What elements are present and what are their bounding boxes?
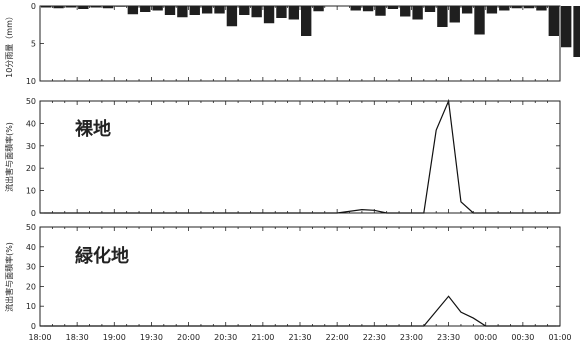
rain-bar — [387, 6, 399, 9]
rain-bar — [437, 6, 448, 27]
rain-bar — [115, 6, 126, 7]
x-tick-label: 22:30 — [363, 333, 386, 342]
rain-bar — [251, 6, 262, 18]
rain-bar — [53, 6, 64, 9]
rain-bar — [189, 6, 200, 15]
rain-bar — [573, 6, 580, 57]
rain-bar — [486, 6, 498, 14]
green-series — [40, 295, 560, 327]
rain-ylabel: 10分雨量（mm） — [5, 12, 14, 78]
rain-bar — [424, 6, 436, 12]
green-line — [40, 295, 560, 327]
rain-bar — [127, 6, 139, 15]
rain-bar — [449, 6, 460, 23]
x-tick-label: 23:30 — [437, 333, 460, 342]
y-tick-label: 20 — [26, 282, 36, 291]
rain-bar — [239, 6, 250, 15]
x-tick-label: 23:00 — [400, 333, 423, 342]
axes: 18:00 18:30 19:00 19:30 20:00 20:30 21:00 21:30… — [26, 2, 572, 342]
rain-bar — [288, 6, 299, 20]
x-tick-label: 20:00 — [177, 333, 200, 342]
rain-bar — [548, 6, 559, 36]
y-tick-label: 30 — [26, 263, 36, 272]
y-tick-label: 40 — [26, 243, 36, 252]
x-tick-label: 18:00 — [28, 333, 51, 342]
bare-panel-label: 裸地 — [75, 118, 111, 140]
rain-bar — [65, 6, 77, 8]
rain-bar — [313, 6, 324, 12]
bare-series — [40, 98, 560, 214]
rain-bar — [276, 6, 287, 18]
rain-bar — [412, 6, 423, 20]
rain-bar — [499, 6, 510, 11]
green-ylabel: 流出害与面積率(%) — [4, 242, 14, 312]
x-tick-label: 22:00 — [326, 333, 349, 342]
rain-bar — [263, 6, 275, 24]
bare-ylabel: 流出害与面積率(%) — [4, 122, 14, 192]
rain-bar — [375, 6, 386, 16]
y-tick-label: 50 — [26, 97, 36, 106]
y-tick-label: 5 — [31, 40, 36, 49]
rain-bar — [461, 6, 473, 14]
rain-bar — [164, 6, 176, 15]
rain-bar — [536, 6, 547, 11]
rain-bar — [226, 6, 238, 27]
rain-bar — [201, 6, 213, 14]
bare-panel-frame — [39, 100, 561, 214]
green-panel-label: 緑化地 — [75, 245, 129, 267]
rain-bar — [350, 6, 361, 11]
y-tick-label: 20 — [26, 164, 36, 173]
x-tick-label: 21:00 — [251, 333, 274, 342]
x-tick-label: 00:30 — [511, 333, 534, 342]
x-tick-label: 00:00 — [474, 333, 497, 342]
bare-line — [40, 98, 560, 214]
rain-bar — [90, 6, 101, 8]
rain-bar — [362, 6, 374, 12]
rain-bar — [511, 6, 522, 9]
rain-bars — [41, 6, 580, 57]
rain-bar — [177, 6, 188, 18]
rain-bar — [301, 6, 312, 36]
y-tick-label: 0 — [31, 322, 36, 331]
y-tick-label: 50 — [26, 223, 36, 232]
rain-bar — [152, 6, 163, 11]
y-tick-label: 10 — [26, 302, 36, 311]
x-tick-label: 21:30 — [288, 333, 311, 342]
y-tick-label: 40 — [26, 119, 36, 128]
rain-bar — [474, 6, 485, 35]
green-panel-frame — [39, 226, 561, 327]
x-tick-label: 19:30 — [140, 333, 163, 342]
rain-bar — [400, 6, 411, 17]
rain-bar — [102, 6, 114, 9]
x-tick-label: 01:00 — [548, 333, 571, 342]
y-tick-label: 10 — [26, 187, 36, 196]
rain-bar — [41, 6, 52, 8]
rain-bar — [214, 6, 225, 14]
y-tick-label: 30 — [26, 142, 36, 151]
x-tick-label: 19:00 — [103, 333, 126, 342]
x-tick-label: 20:30 — [214, 333, 237, 342]
rain-bar — [140, 6, 151, 12]
rain-bar — [78, 6, 89, 9]
rain-bar — [561, 6, 572, 48]
y-tick-label: 0 — [31, 209, 36, 218]
y-tick-label: 0 — [31, 2, 36, 11]
rain-bar — [523, 6, 535, 9]
x-tick-label: 18:30 — [66, 333, 89, 342]
y-tick-label: 10 — [26, 77, 36, 86]
